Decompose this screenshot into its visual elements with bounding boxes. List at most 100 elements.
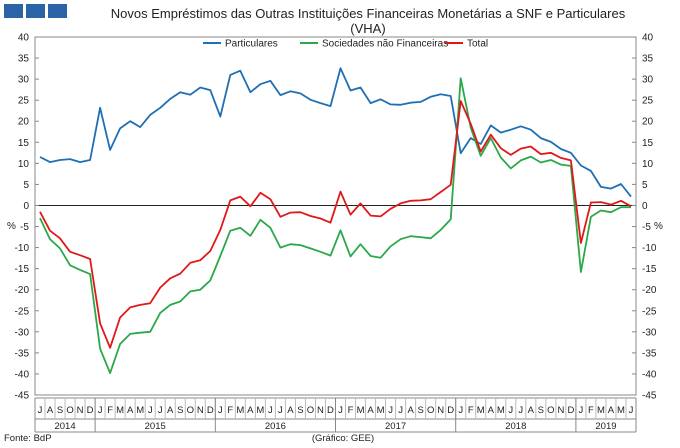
x-tick-label-month: J: [148, 405, 153, 416]
x-tick-label-year: 2018: [505, 421, 526, 432]
series-lines: [39, 67, 632, 375]
footnote-credit: (Gráfico: GEE): [312, 433, 374, 444]
y-tick-label-right: -10: [642, 243, 657, 254]
y-tick-label-left: 30: [18, 75, 30, 86]
y-tick-label-left: -10: [15, 243, 30, 254]
y-tick-label-right: -20: [642, 285, 657, 296]
y-axis-label-right: %: [654, 221, 663, 232]
x-tick-label-month: A: [127, 405, 134, 416]
x-tick-label-month: J: [38, 405, 43, 416]
legend: Particulares Sociedades não Financeiras To…: [203, 39, 488, 50]
y-tick-label-right: 20: [642, 117, 654, 128]
y-tick-label-left: 35: [18, 54, 30, 65]
x-tick-label-month: M: [136, 405, 144, 416]
x-tick-label-month: M: [597, 405, 605, 416]
x-tick-label-month: D: [87, 405, 94, 416]
y-tick-label-left: -25: [15, 306, 30, 317]
x-tick-label-month: A: [488, 405, 495, 416]
y-tick-label-left: -40: [15, 369, 30, 380]
chart-title-unit: (VHA): [350, 21, 385, 36]
x-tick-label-month: N: [557, 405, 564, 416]
x-tick-label-month: M: [116, 405, 124, 416]
y-tick-label-left: -20: [15, 285, 30, 296]
x-tick-label-month: J: [278, 405, 283, 416]
y-tick-label-right: 10: [642, 159, 654, 170]
x-tick-label-month: D: [207, 405, 214, 416]
x-tick-label-month: J: [579, 405, 584, 416]
x-tick-label-month: S: [297, 405, 303, 416]
x-tick-label-month: S: [57, 405, 63, 416]
legend-label: Particulares: [225, 39, 278, 50]
x-tick-label-month: M: [617, 405, 625, 416]
logo-block: [26, 4, 45, 18]
footnote-source: Fonte: BdP: [4, 433, 52, 444]
x-tick-label-month: A: [528, 405, 535, 416]
x-tick-label-month: A: [47, 405, 54, 416]
x-tick-label-month: J: [458, 405, 463, 416]
axes: -45 -45 -40 -40 -35 -35 -30 -30 -25 -25 -20 -20 -15 -…: [15, 33, 657, 433]
x-tick-label-month: S: [177, 405, 183, 416]
x-tick-label-month: F: [107, 405, 113, 416]
y-tick-label-right: -5: [642, 222, 651, 233]
y-tick-label-right: 5: [642, 180, 648, 191]
x-tick-label-month: M: [377, 405, 385, 416]
x-tick-label-month: J: [158, 405, 163, 416]
x-tick-label-month: J: [338, 405, 343, 416]
x-tick-label-month: O: [307, 405, 314, 416]
x-tick-label-month: F: [227, 405, 233, 416]
y-tick-label-right: 15: [642, 138, 654, 149]
x-tick-label-month: J: [508, 405, 513, 416]
y-tick-label-right: -25: [642, 306, 657, 317]
series-line-particulares: [39, 67, 632, 198]
x-tick-label-month: N: [437, 405, 444, 416]
y-tick-label-left: 40: [18, 33, 30, 44]
x-tick-label-month: M: [357, 405, 365, 416]
x-tick-label-month: A: [167, 405, 174, 416]
x-tick-label-month: O: [427, 405, 434, 416]
x-tick-label-month: J: [388, 405, 393, 416]
y-tick-label-left: 25: [18, 96, 30, 107]
x-tick-label-year: 2016: [265, 421, 286, 432]
x-tick-label-month: N: [197, 405, 204, 416]
x-tick-label-month: A: [287, 405, 294, 416]
x-tick-label-month: D: [567, 405, 574, 416]
x-tick-label-month: M: [256, 405, 264, 416]
x-tick-label-month: M: [497, 405, 505, 416]
x-tick-label-month: F: [348, 405, 354, 416]
logo-block: [4, 4, 23, 18]
y-tick-label-left: -35: [15, 348, 30, 359]
y-tick-label-left: 5: [23, 180, 29, 191]
y-tick-label-right: -35: [642, 348, 657, 359]
y-tick-label-right: -30: [642, 327, 657, 338]
y-tick-label-right: 40: [642, 33, 654, 44]
y-tick-label-right: 25: [642, 96, 654, 107]
x-tick-label-month: O: [66, 405, 73, 416]
x-tick-label-year: 2014: [54, 421, 75, 432]
x-tick-label-month: D: [447, 405, 454, 416]
y-axis-label-left: %: [7, 221, 16, 232]
x-tick-label-month: J: [218, 405, 223, 416]
legend-label: Total: [467, 39, 488, 50]
y-tick-label-right: -15: [642, 264, 657, 275]
x-tick-label-year: 2015: [145, 421, 166, 432]
y-tick-label-left: -30: [15, 327, 30, 338]
x-tick-label-month: M: [236, 405, 244, 416]
x-tick-label-month: F: [468, 405, 474, 416]
x-tick-label-month: M: [477, 405, 485, 416]
logo: [4, 4, 67, 18]
x-tick-label-year: 2019: [595, 421, 616, 432]
x-tick-label-month: N: [317, 405, 324, 416]
x-tick-label-month: A: [407, 405, 414, 416]
x-tick-label-month: A: [367, 405, 374, 416]
x-tick-label-month: J: [398, 405, 403, 416]
x-tick-label-month: J: [629, 405, 634, 416]
chart-title: Novos Empréstimos das Outras Instituiçõe…: [111, 6, 626, 21]
y-tick-label-right: -45: [642, 391, 657, 402]
plot-border: [34, 36, 637, 396]
logo-block: [48, 4, 67, 18]
x-tick-label-month: N: [77, 405, 84, 416]
y-tick-label-left: 15: [18, 138, 30, 149]
x-tick-label-month: S: [417, 405, 423, 416]
y-tick-label-left: 0: [23, 201, 29, 212]
